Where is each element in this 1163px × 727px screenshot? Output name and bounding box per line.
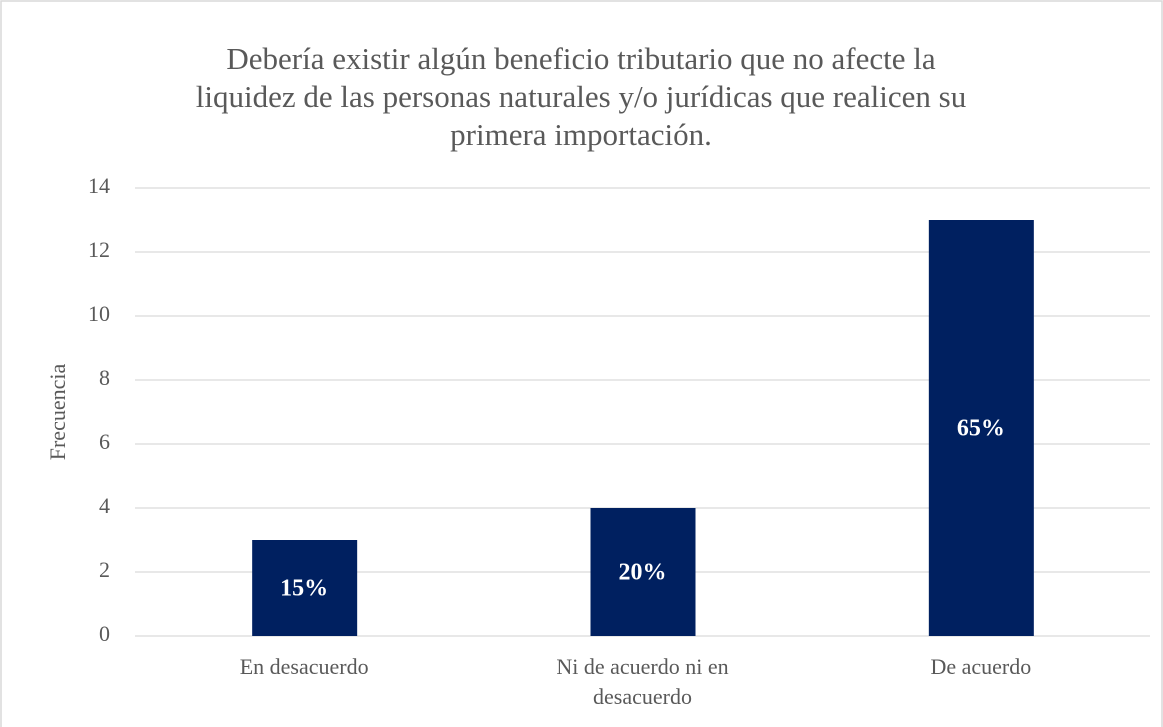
y-tick-label: 2: [99, 557, 110, 582]
y-tick-label: 0: [99, 621, 110, 646]
y-tick-label: 10: [88, 301, 110, 326]
bar: [252, 540, 358, 636]
bar: [928, 220, 1034, 636]
data-label: 15%: [280, 576, 328, 602]
x-tick-label: Ni de acuerdo ni en desacuerdo: [556, 654, 729, 709]
y-tick-label: 4: [99, 493, 110, 518]
data-label: 20%: [619, 560, 667, 586]
y-tick-label: 12: [88, 237, 110, 262]
y-tick-label: 6: [99, 429, 110, 454]
x-tick-label: De acuerdo: [930, 654, 1032, 679]
chart-title: Debería existir algún beneficio tributar…: [226, 41, 935, 76]
bar: [590, 508, 696, 636]
chart-title: liquidez de las personas naturales y/o j…: [196, 79, 966, 114]
x-tick-label: En desacuerdo: [239, 654, 369, 679]
y-tick-label: 8: [99, 365, 110, 390]
y-axis-label: Frecuencia: [45, 364, 70, 461]
y-tick-label: 14: [88, 173, 110, 198]
data-label: 65%: [957, 416, 1005, 442]
chart-title: primera importación.: [450, 117, 712, 152]
